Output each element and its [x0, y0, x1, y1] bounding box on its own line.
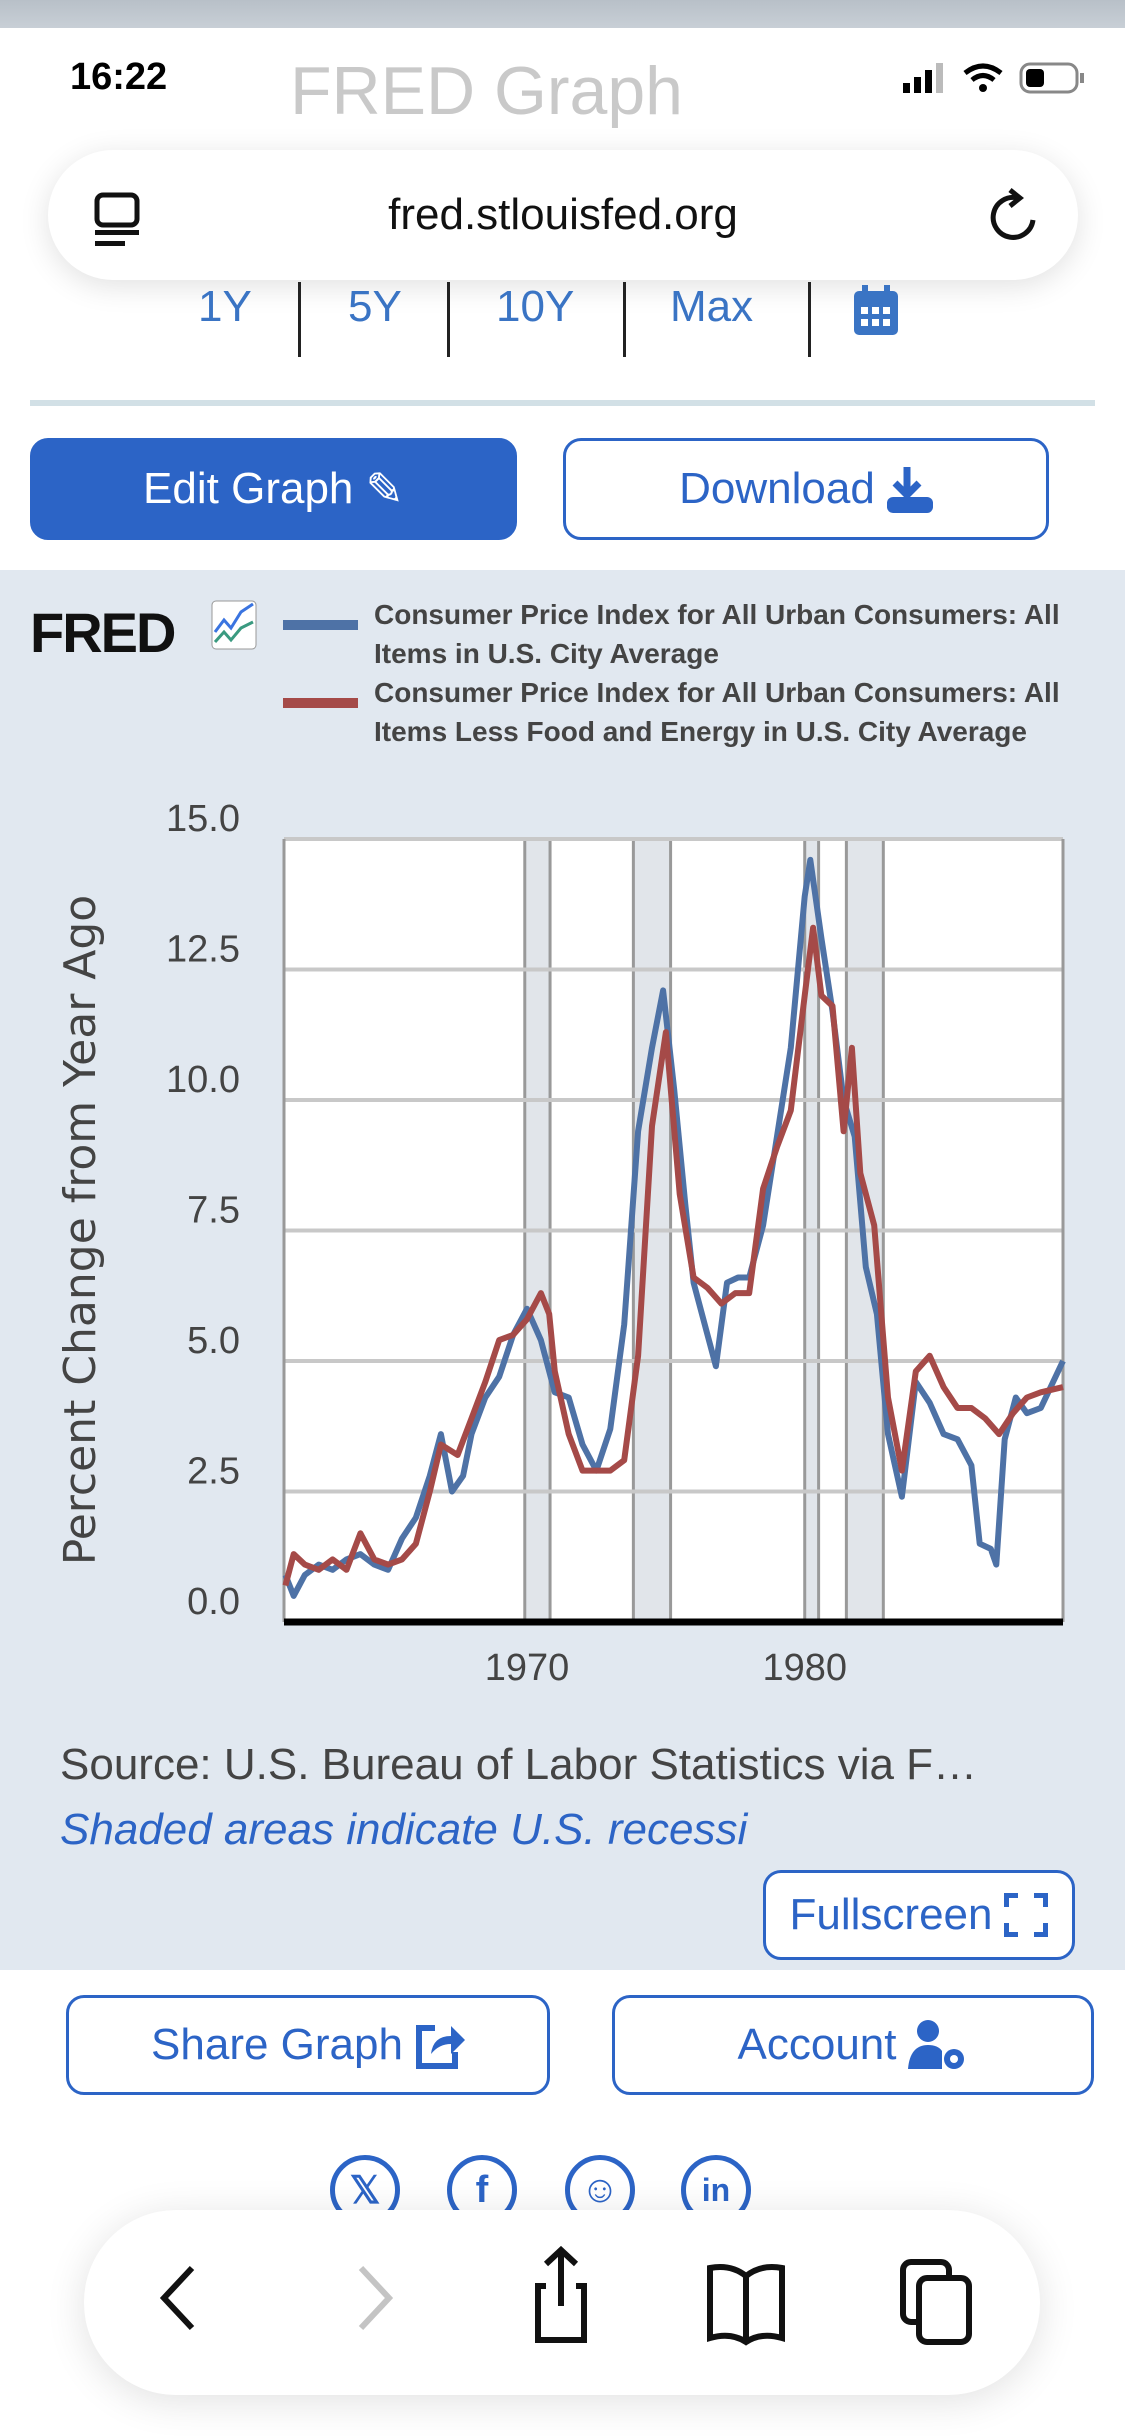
edit-graph-button[interactable]: Edit Graph ✎ [30, 438, 517, 540]
separator [447, 282, 450, 357]
account-label: Account [737, 2020, 897, 2069]
fullscreen-button[interactable]: Fullscreen [763, 1870, 1075, 1960]
range-5y[interactable]: 5Y [348, 282, 402, 331]
browser-toolbar [84, 2210, 1040, 2395]
x-twitter-icon[interactable]: 𝕏 [330, 2155, 400, 2225]
separator [298, 282, 301, 357]
separator [808, 282, 811, 357]
y-tick-label: 2.5 [187, 1451, 240, 1493]
divider [30, 400, 1095, 406]
recession-note-link[interactable]: Shaded areas indicate U.S. recessi [60, 1805, 748, 1854]
tabs-icon[interactable] [899, 2258, 979, 2348]
legend-label-cpi: Consumer Price Index for All Urban Consu… [374, 599, 1060, 669]
download-button[interactable]: Download [563, 438, 1049, 540]
range-max[interactable]: Max [670, 282, 754, 331]
fullscreen-label: Fullscreen [789, 1890, 993, 1939]
y-tick-label: 7.5 [187, 1190, 240, 1232]
share-graph-button[interactable]: Share Graph [66, 1995, 550, 2095]
series-line-core-cpi [282, 924, 1064, 1587]
address-bar[interactable]: fred.stlouisfed.org [48, 150, 1078, 280]
download-label: Download [679, 464, 875, 513]
status-icons [903, 62, 1085, 94]
legend-label-core-cpi: Consumer Price Index for All Urban Consu… [374, 677, 1060, 747]
account-button[interactable]: Account [612, 1995, 1094, 2095]
fred-graph-icon [211, 600, 257, 650]
y-axis-title: Percent Change from Year Ago [55, 895, 106, 1565]
x-tick-label: 1970 [485, 1647, 570, 1689]
calendar-icon[interactable] [854, 285, 898, 335]
legend-swatch-cpi [283, 620, 358, 630]
fred-logo: FRED [30, 601, 176, 664]
battery-icon [1019, 62, 1084, 94]
x-tick-label: 1980 [762, 1647, 847, 1689]
y-tick-label: 12.5 [166, 929, 240, 971]
share-icon [415, 2025, 465, 2069]
reload-icon[interactable] [988, 188, 1040, 248]
back-icon[interactable] [154, 2258, 204, 2338]
share-page-icon[interactable] [526, 2246, 596, 2346]
forward-icon[interactable] [349, 2258, 399, 2338]
source-text: Source: U.S. Bureau of Labor Statistics … [60, 1740, 978, 1789]
wifi-icon [963, 63, 1003, 92]
edit-graph-label: Edit Graph [143, 464, 354, 513]
status-time: 16:22 [70, 56, 168, 98]
signal-icon [903, 63, 943, 93]
reader-mode-icon[interactable] [93, 192, 143, 248]
y-tick-label: 15.0 [166, 798, 240, 840]
separator [623, 282, 626, 357]
y-tick-label: 10.0 [166, 1059, 240, 1101]
share-graph-label: Share Graph [151, 2020, 403, 2069]
range-1y[interactable]: 1Y [198, 282, 252, 331]
y-tick-label: 0.0 [187, 1581, 240, 1623]
page-title: FRED Graph [290, 53, 683, 129]
user-gear-icon [908, 2020, 965, 2069]
edit-icon: ✎ [365, 463, 404, 515]
url-text[interactable]: fred.stlouisfed.org [388, 190, 738, 239]
range-10y[interactable]: 10Y [496, 282, 575, 331]
legend-swatch-core-cpi [283, 698, 358, 708]
bookmarks-icon[interactable] [706, 2258, 786, 2348]
fullscreen-icon [1004, 1893, 1049, 1937]
status-bar-shade [0, 0, 1125, 28]
line-chart: 0.0 2.5 5.0 7.5 10.0 12.5 15.0 1970 1980 Percent … [55, 798, 1066, 1689]
y-tick-label: 5.0 [187, 1320, 240, 1362]
download-icon [886, 467, 933, 513]
